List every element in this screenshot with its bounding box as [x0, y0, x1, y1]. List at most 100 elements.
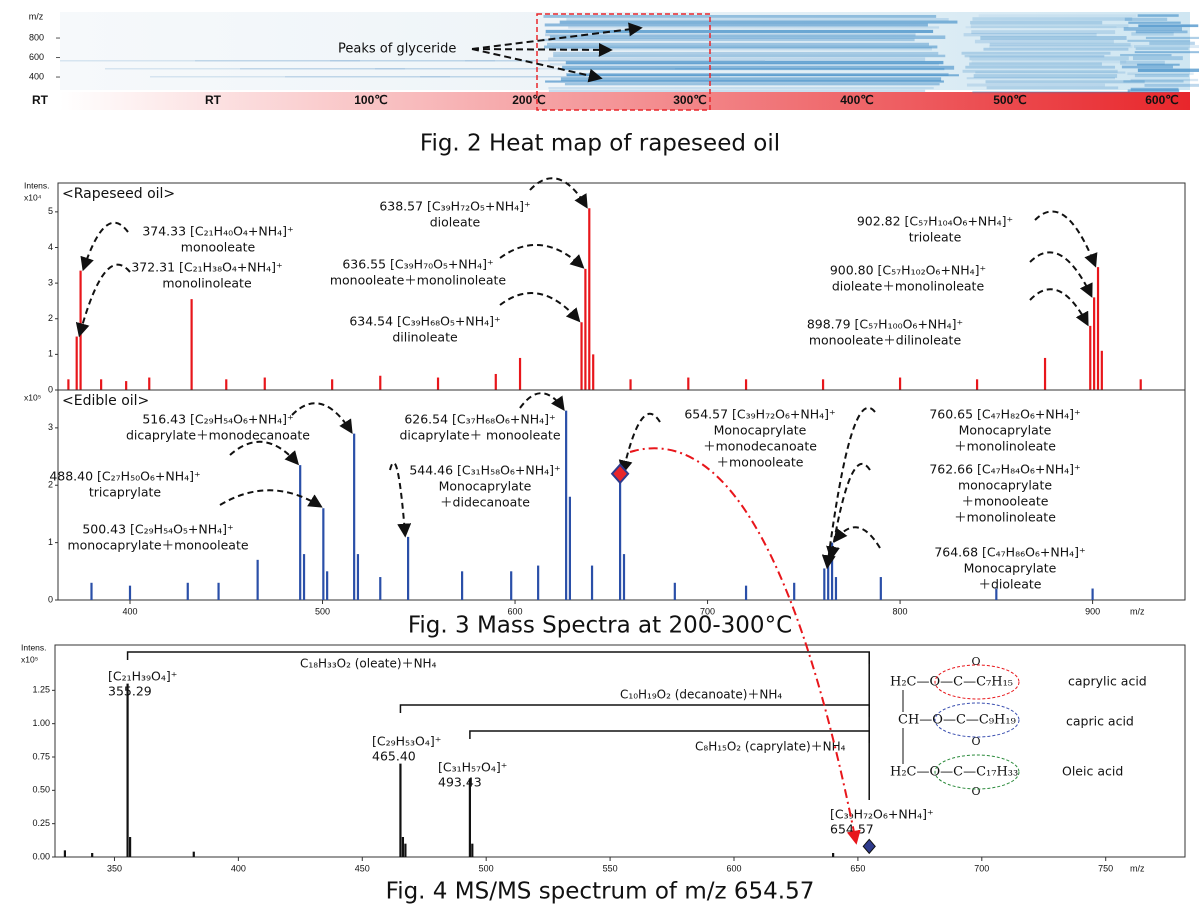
heat-band — [974, 39, 1114, 44]
acid-ellipse — [934, 754, 1020, 790]
heat-band — [1135, 30, 1188, 34]
heat-band — [547, 42, 929, 46]
heat-band — [1124, 17, 1168, 21]
heat-band — [1138, 24, 1199, 28]
y-tick-label: 1 — [48, 537, 53, 547]
x-category-label: 100℃ — [354, 93, 388, 107]
x-category-label: 500℃ — [993, 93, 1027, 107]
peak-label: 355.29 — [108, 684, 152, 699]
peak-annotation: 654.57 [C₃₉H₇₂O₆+NH₄]⁺ — [684, 407, 835, 422]
peak-annotation: 374.33 [C₂₁H₄₀O₄+NH₄]⁺ — [142, 224, 293, 239]
peak-annotation: dilinoleate — [392, 330, 458, 345]
y-tick-label: 800 — [29, 32, 44, 42]
heat-band — [1133, 45, 1199, 49]
caption: Fig. 4 MS/MS spectrum of m/z 654.57 — [386, 879, 815, 905]
caption: Fig. 3 Mass Spectra at 200-300°C — [408, 613, 792, 639]
peak-annotation: ＋monooleate — [962, 494, 1049, 509]
heat-band — [965, 65, 1116, 69]
arrow — [821, 406, 876, 570]
arrow — [80, 221, 129, 272]
heat-band — [1135, 47, 1189, 51]
heat-band — [1121, 65, 1173, 69]
heat-band — [965, 26, 1117, 29]
fragment-label: C₈H₁₅O₂ (caprylate)＋NH₄ — [695, 740, 846, 754]
y-tick-label: 2 — [48, 480, 53, 490]
y-tick-label: 4 — [48, 242, 53, 252]
x-tick-label: 400 — [122, 606, 137, 616]
heat-band — [542, 38, 915, 42]
x-category-label: RT — [32, 93, 49, 107]
peak-annotation: 638.57 [C₃₉H₇₂O₅+NH₄]⁺ — [379, 199, 530, 214]
heat-band — [969, 62, 1102, 66]
peak-annotation: ＋monolinoleate — [954, 510, 1056, 525]
peak-annotation: 902.82 [C₅₇H₁₀₄O₆+NH₄]⁺ — [857, 214, 1013, 229]
arrow — [471, 42, 613, 57]
heat-band — [1149, 41, 1195, 45]
heat-band — [1123, 80, 1184, 83]
y-scale-label: x10⁵ — [24, 392, 41, 402]
peak-annotation: 372.31 [C₂₁H₃₈O₄+NH₄]⁺ — [131, 260, 282, 275]
peak-label: [C₃₁H₅₇O₄]⁺ — [438, 760, 507, 775]
x-tick-label: 350 — [107, 863, 122, 873]
y-tick-label: 0 — [48, 594, 53, 604]
heat-band — [285, 76, 585, 78]
peak-annotation: 764.68 [C₄₇H₈₆O₆+NH₄]⁺ — [934, 545, 1085, 560]
peak-label: [C₂₁H₃₉O₄]⁺ — [108, 669, 177, 684]
heat-band — [568, 26, 940, 29]
y-tick-label: 1 — [48, 349, 53, 359]
heat-band — [989, 42, 1131, 47]
arrow — [529, 177, 588, 209]
heat-band — [465, 60, 765, 62]
precursor-marker — [610, 463, 630, 485]
arrow — [519, 392, 565, 411]
heat-band — [1127, 39, 1191, 42]
x-category-label: 300℃ — [673, 93, 707, 107]
peak-annotation: 762.66 [C₄₇H₈₄O₆+NH₄]⁺ — [929, 462, 1080, 477]
heat-band — [969, 56, 1129, 61]
peak-annotation: ＋monolinoleate — [954, 439, 1056, 454]
y-tick-label: 1.25 — [32, 685, 50, 695]
peak-annotation: 634.54 [C₃₉H₆₈O₅+NH₄]⁺ — [349, 314, 500, 329]
y-tick-label: 400 — [29, 71, 44, 81]
peak-annotation: monooleate＋monolinoleate — [330, 273, 507, 288]
y-tick-label: 2 — [48, 313, 53, 323]
heat-band — [545, 33, 916, 37]
heat-band — [1132, 56, 1183, 61]
heat-band — [970, 20, 1103, 25]
heat-band — [548, 89, 926, 92]
carbonyl-o: O — [971, 785, 980, 798]
x-category-label: RT — [205, 93, 222, 107]
arrow — [219, 489, 323, 508]
y-scale-label: x10⁴ — [24, 192, 42, 202]
heat-band — [1128, 21, 1181, 24]
peak-annotation: Monocaprylate — [959, 423, 1052, 438]
heat-band — [973, 74, 1118, 78]
acid-label: Oleic acid — [1062, 764, 1123, 779]
heat-band — [549, 35, 946, 40]
link-arrow — [629, 447, 861, 845]
peak-annotation: dioleate — [430, 215, 481, 230]
caption: Fig. 2 Heat map of rapeseed oil — [420, 131, 780, 157]
acid-ellipse — [934, 702, 1020, 738]
fragment-label: C₁₀H₁₉O₂ (decanoate)＋NH₄ — [620, 688, 782, 702]
y-tick-label: 0 — [48, 384, 53, 394]
heat-band — [105, 68, 405, 70]
heat-band — [1137, 68, 1199, 72]
heat-band — [1130, 87, 1179, 91]
peak-annotation: tricaprylate — [89, 485, 162, 500]
carbonyl-o: O — [971, 655, 980, 668]
heat-band — [1137, 14, 1179, 17]
heat-band — [549, 63, 939, 66]
heat-band — [1131, 32, 1174, 36]
arrow — [833, 526, 881, 549]
heat-band — [961, 51, 1111, 55]
heat-band — [1120, 53, 1172, 57]
arrow — [499, 244, 585, 269]
heat-band — [566, 18, 949, 21]
heat-band — [1134, 51, 1199, 54]
heat-band — [557, 68, 945, 71]
arrow — [618, 412, 661, 475]
plot-frame — [54, 644, 1186, 858]
peak-label: 493.43 — [438, 775, 482, 790]
